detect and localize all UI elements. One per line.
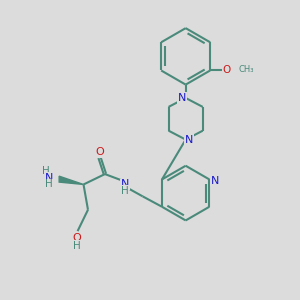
Text: N: N [45,172,53,183]
Text: H: H [46,179,53,190]
Text: O: O [73,233,81,243]
Text: O: O [95,147,104,158]
Text: N: N [211,176,219,186]
Text: H: H [121,186,129,196]
Polygon shape [59,176,83,184]
Text: H: H [43,166,50,176]
Text: H: H [73,241,81,251]
Text: N: N [121,179,129,190]
Text: N: N [178,93,186,103]
Text: N: N [185,135,194,145]
Text: CH₃: CH₃ [239,65,254,74]
Text: O: O [222,65,231,76]
